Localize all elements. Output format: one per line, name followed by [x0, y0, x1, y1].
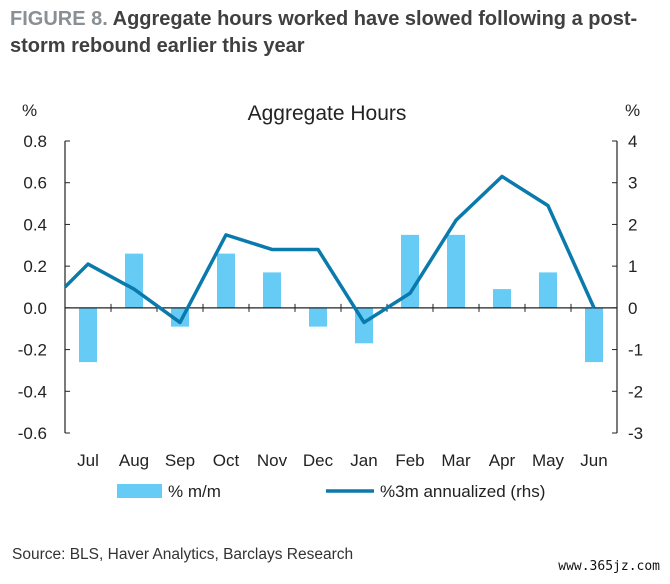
right-tick-label: -1 [628, 341, 643, 360]
left-tick-label: 0.8 [23, 132, 47, 151]
source-note: Source: BLS, Haver Analytics, Barclays R… [12, 546, 354, 563]
category-label: May [532, 451, 565, 470]
bar [401, 234, 419, 308]
bar [493, 289, 511, 308]
right-tick-label: 0 [628, 299, 637, 318]
category-label: Dec [303, 451, 334, 470]
left-tick-label: 0.6 [23, 174, 47, 193]
category-label: Nov [257, 451, 288, 470]
category-label: Apr [489, 451, 516, 470]
category-label: Aug [119, 451, 149, 470]
legend-bar-label: % m/m [168, 482, 221, 501]
chart: Aggregate Hours % % 0.8 0.6 0.4 0.2 0.0 -0.2 -… [18, 101, 643, 501]
bar [263, 272, 281, 308]
category-label: Oct [213, 451, 240, 470]
bar [125, 253, 143, 308]
bar [585, 307, 603, 363]
left-tick-label: -0.6 [18, 424, 47, 443]
category-label: Feb [395, 451, 424, 470]
chart-title: Aggregate Hours [248, 102, 407, 125]
figure-title-text: Aggregate hours worked have slowed follo… [10, 8, 638, 57]
legend: % m/m %3m annualized (rhs) [117, 482, 545, 501]
left-tick-label: -0.2 [18, 341, 47, 360]
category-label: Jun [580, 451, 607, 470]
figure-title: FIGURE 8. Aggregate hours worked have sl… [10, 6, 660, 60]
right-tick-label: -2 [628, 382, 643, 401]
watermark: www.365jz.com [558, 559, 660, 574]
left-tick-label: 0.4 [23, 215, 47, 234]
right-tick-label: 1 [628, 257, 637, 276]
legend-bar-swatch [117, 484, 162, 498]
legend-line-label: %3m annualized (rhs) [380, 482, 545, 501]
bar [79, 307, 97, 363]
left-tick-label: -0.4 [18, 382, 47, 401]
right-tick-label: 3 [628, 174, 637, 193]
left-tick-label: 0.0 [23, 299, 47, 318]
figure-label: FIGURE 8. [10, 8, 108, 30]
category-label: Jul [77, 451, 99, 470]
plot-area: 0.8 0.6 0.4 0.2 0.0 -0.2 -0.4 -0.6 4 3 2 1 0 -1 -2 -3 Ju… [18, 132, 643, 470]
right-axis-unit: % [625, 101, 640, 120]
bar [539, 272, 557, 308]
bar [309, 307, 327, 327]
category-label: Jan [350, 451, 377, 470]
category-label: Mar [441, 451, 471, 470]
line-series [63, 174, 596, 325]
right-tick-label: 2 [628, 215, 637, 234]
right-tick-label: 4 [628, 132, 637, 151]
left-tick-label: 0.2 [23, 257, 47, 276]
right-tick-label: -3 [628, 424, 643, 443]
left-axis-unit: % [22, 101, 37, 120]
bar [447, 234, 465, 308]
bar [217, 253, 235, 308]
category-label: Sep [165, 451, 195, 470]
